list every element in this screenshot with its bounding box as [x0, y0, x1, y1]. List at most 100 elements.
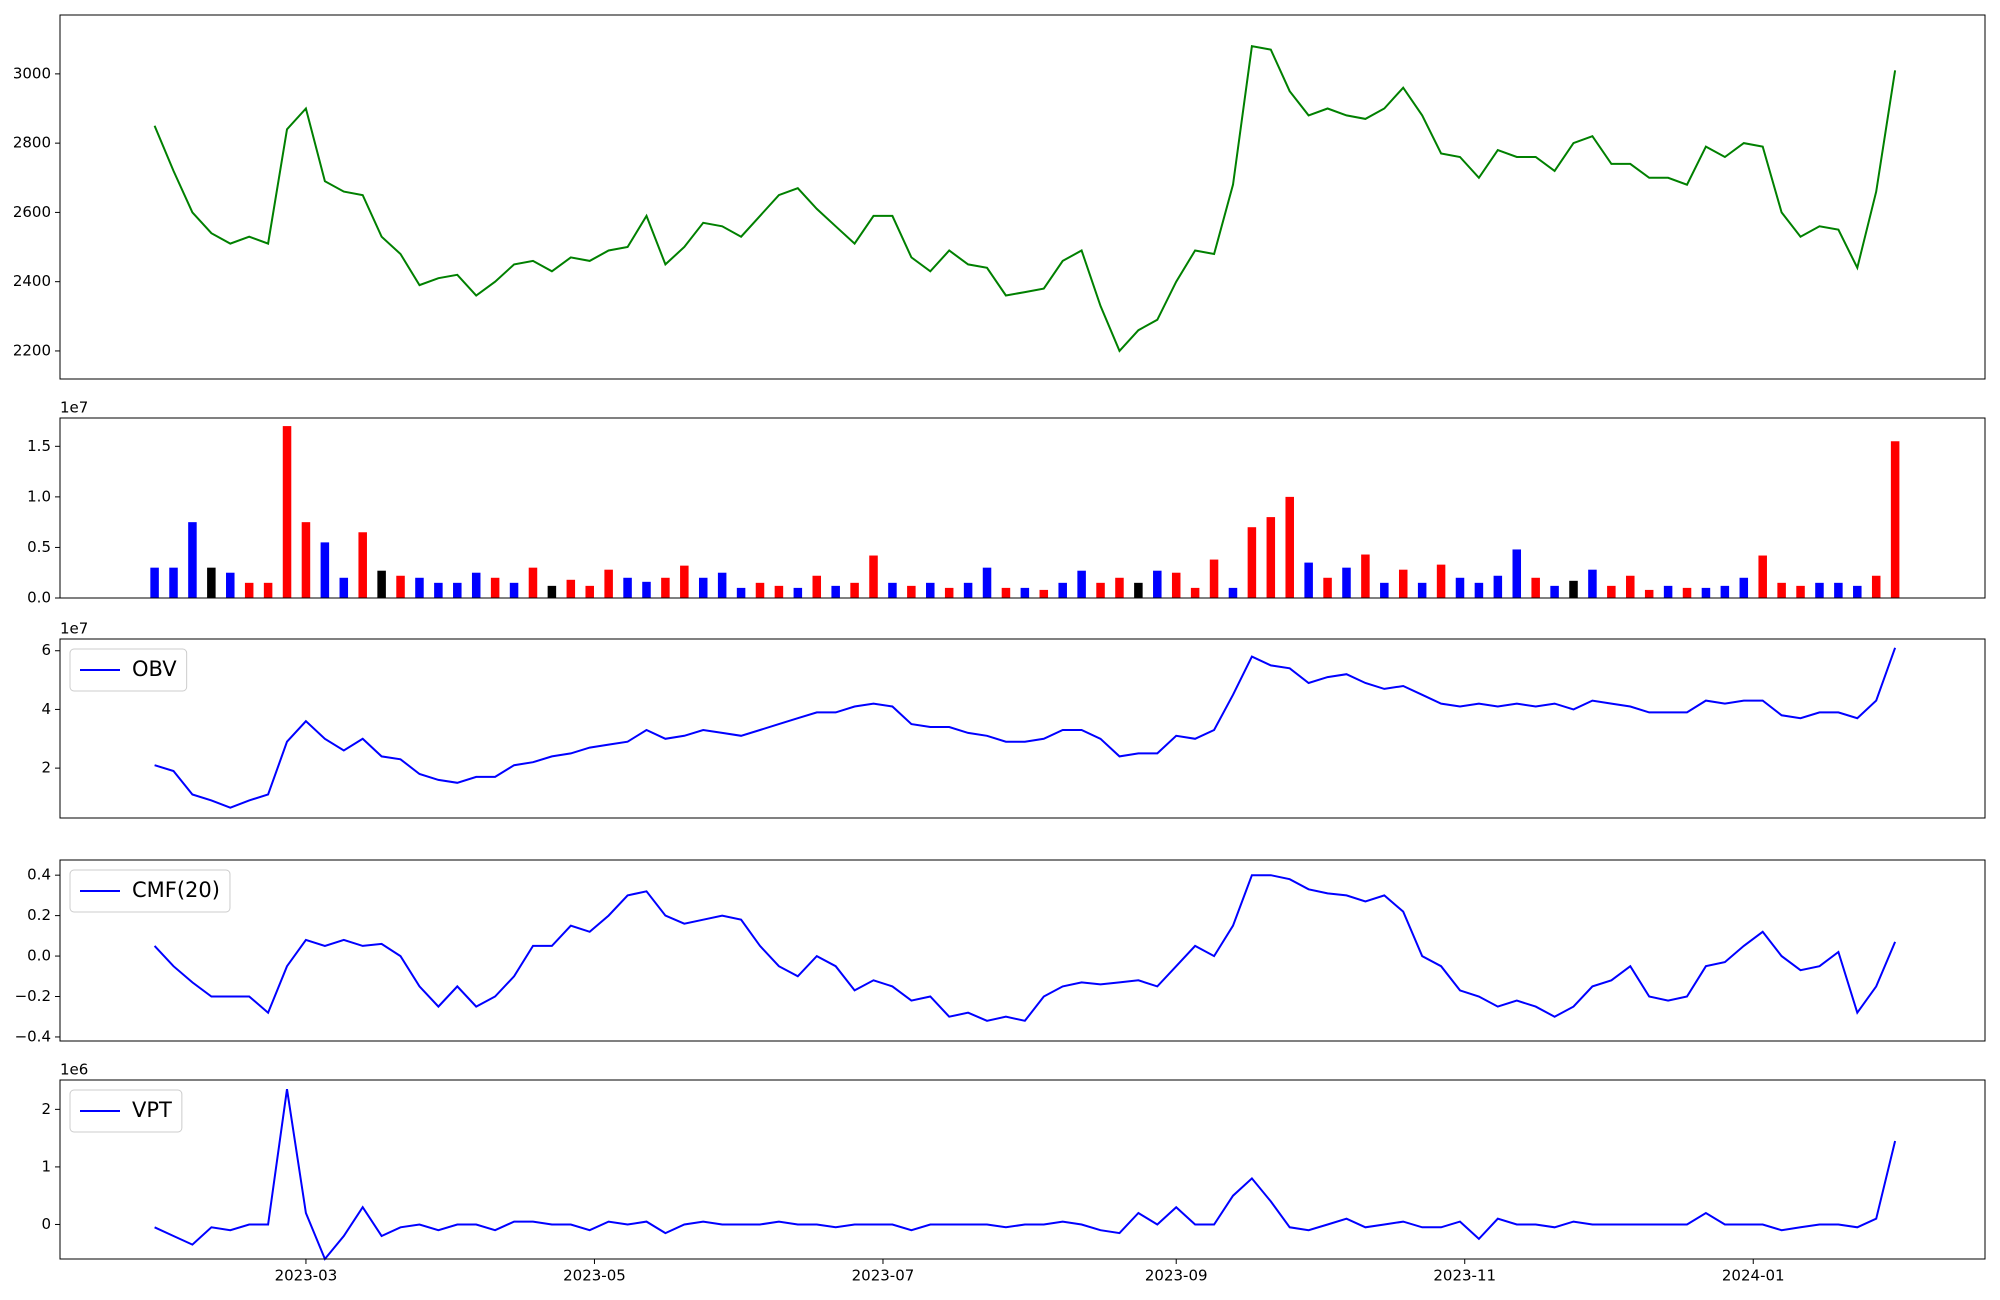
volume-bar [1304, 562, 1313, 598]
axes-frame [59, 1079, 1986, 1260]
volume-bar [1153, 570, 1162, 598]
volume-bar [1058, 582, 1067, 598]
line-series [154, 1089, 1897, 1261]
volume-bar [907, 585, 916, 598]
volume-bar [282, 426, 292, 598]
line-series [154, 647, 1897, 809]
volume-bar [301, 522, 311, 598]
volume-bar [1134, 582, 1143, 598]
volume-bar [1550, 585, 1559, 598]
volume-bar [1663, 585, 1673, 598]
y-tick-label: 2600 [13, 203, 51, 221]
x-tick-label: 2023-07 [852, 1267, 915, 1285]
volume-bar [471, 572, 481, 598]
volume-bar [1701, 587, 1711, 598]
volume-bar [1285, 496, 1294, 598]
volume-bar [1380, 582, 1389, 598]
volume-bar [717, 572, 727, 598]
x-tick-label: 2023-11 [1433, 1267, 1496, 1285]
y-tick-label: 0 [41, 1215, 51, 1233]
volume-bar [188, 522, 197, 598]
volume-bar [661, 577, 670, 598]
legend-label: OBV [132, 657, 177, 681]
volume-bar [1398, 569, 1408, 598]
y-offset-label: 1e6 [60, 1061, 88, 1079]
x-tick-label: 2023-03 [275, 1267, 338, 1285]
volume-bar [680, 565, 689, 598]
y-tick-label: −0.2 [15, 987, 51, 1005]
volume-bar [1171, 572, 1181, 598]
volume-bar [1720, 585, 1730, 598]
y-tick-label: −0.4 [15, 1027, 51, 1045]
volume-bar [1020, 587, 1030, 598]
volume-bar [1531, 577, 1540, 598]
volume-bar [434, 582, 443, 598]
legend-label: CMF(20) [132, 878, 220, 902]
y-tick-label: 2 [41, 759, 51, 777]
volume-bar [1815, 582, 1824, 598]
volume-bar [150, 567, 159, 598]
volume-bar [755, 582, 765, 598]
volume-bar [509, 582, 519, 598]
volume-bar [1682, 587, 1692, 598]
volume-bar [1588, 569, 1597, 598]
volume-bar [566, 579, 576, 598]
volume-bar [1342, 567, 1351, 598]
volume-bar [1474, 582, 1484, 598]
y-tick-label: 0.4 [27, 866, 51, 884]
volume-bar [207, 567, 216, 598]
panel: 0 1 2 2023-03 2023-05 2023-07 2023-09 2023-11 20… [41, 1061, 1986, 1285]
volume-bar [642, 581, 651, 598]
y-tick-label: 0.5 [27, 538, 51, 556]
volume-bar [1493, 575, 1503, 598]
volume-bar [623, 577, 632, 598]
volume-bar [604, 569, 613, 598]
y-tick-label: 6 [41, 641, 51, 659]
volume-bar [358, 532, 367, 598]
volume-bar [1796, 585, 1805, 598]
axes-frame [59, 859, 1986, 1042]
y-offset-label: 1e7 [60, 399, 88, 417]
y-tick-label: 2800 [13, 134, 51, 152]
volume-bar [793, 587, 803, 598]
volume-bar [1417, 582, 1427, 598]
volume-bar [1890, 441, 1900, 598]
panel: 2 4 6 1e7 OBV [41, 620, 1986, 819]
volume-bar [1871, 575, 1881, 598]
panel: −0.4 −0.2 0.0 0.2 0.4 CMF(20) [15, 859, 1986, 1045]
panel: 0.0 0.5 1.0 1.5 1e7 [27, 399, 1986, 607]
volume-bar [698, 577, 708, 598]
volume-bar [169, 567, 178, 598]
volume-bar [982, 567, 992, 598]
legend: VPT [69, 1089, 183, 1133]
volume-bar [1247, 527, 1257, 598]
volume-bar [1834, 582, 1843, 598]
volume-bar [415, 577, 424, 598]
axes-frame [59, 638, 1986, 819]
volume-bar [1001, 587, 1011, 598]
volume-bar [1361, 554, 1370, 598]
legend: OBV [69, 648, 188, 692]
volume-bar [453, 582, 462, 598]
volume-bar [547, 585, 557, 598]
y-tick-label: 0.0 [27, 947, 51, 965]
volume-bar [1455, 577, 1465, 598]
y-tick-label: 0.2 [27, 906, 51, 924]
legend-box [69, 1089, 183, 1133]
volume-bar [869, 555, 878, 598]
volume-bar [1228, 587, 1238, 598]
volume-bar [1039, 589, 1049, 598]
volume-bar [1190, 587, 1200, 598]
y-tick-label: 1.5 [27, 437, 51, 455]
volume-bar [736, 587, 746, 598]
volume-bar [926, 582, 935, 598]
volume-bar [585, 585, 594, 598]
volume-bar [528, 567, 538, 598]
volume-bar [1739, 577, 1749, 598]
legend-box [69, 869, 231, 913]
volume-bar [1209, 559, 1219, 598]
volume-bar [1077, 570, 1086, 598]
y-tick-label: 2200 [13, 341, 51, 359]
